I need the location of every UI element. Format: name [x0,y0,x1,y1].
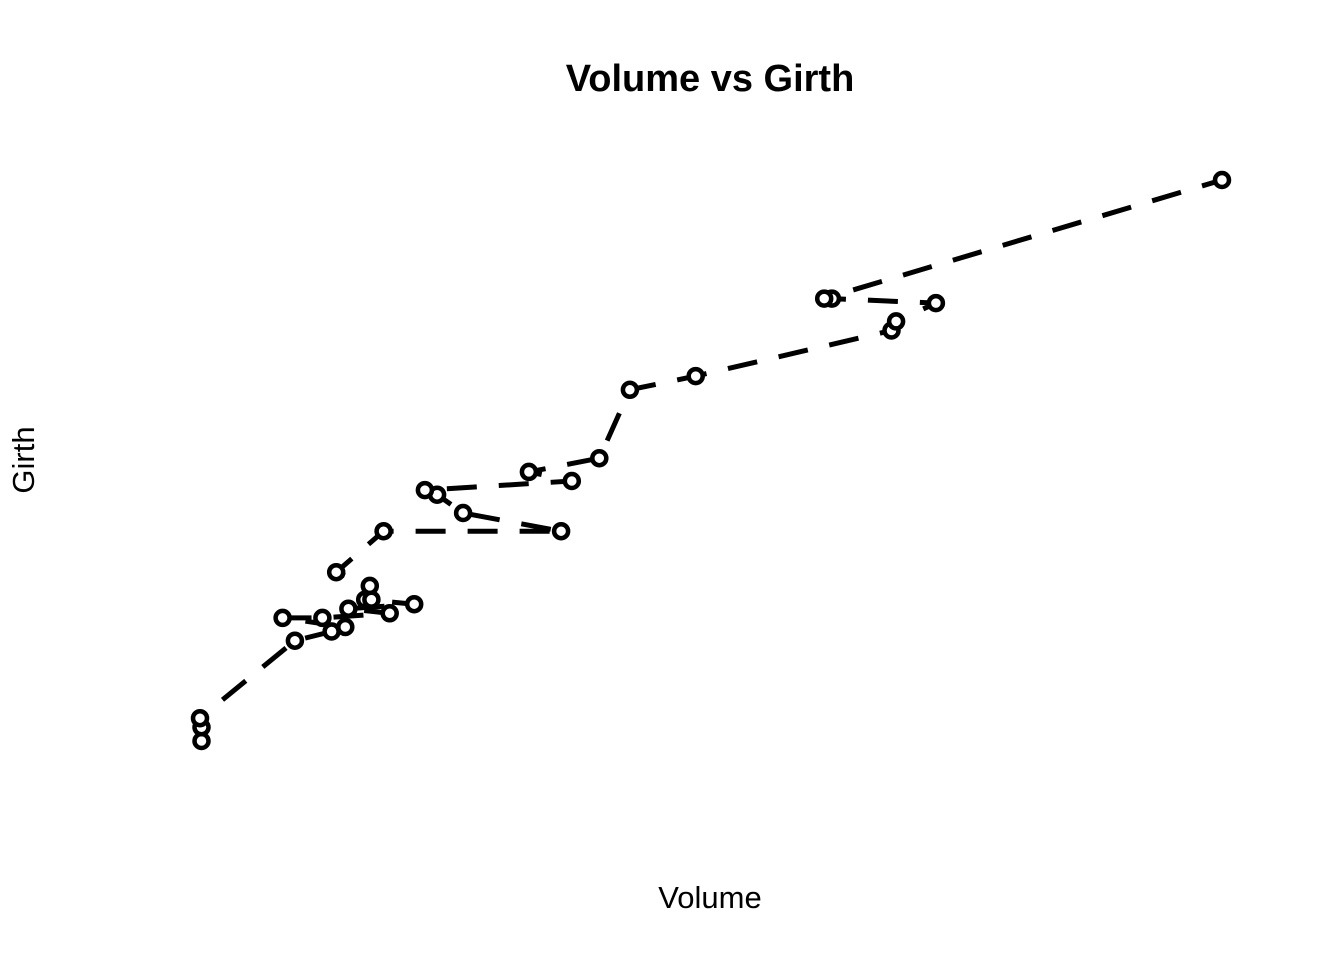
y-axis-label: Girth [6,426,41,494]
data-point [1212,170,1232,190]
data-point [926,293,946,313]
data-point [620,380,640,400]
data-point [415,480,435,500]
data-point [380,604,399,623]
x-axis-label: Volume [658,880,762,915]
data-points-layer [190,170,1232,751]
series-line-layer [197,177,1223,741]
data-point [404,594,424,614]
data-point [686,366,705,386]
data-point [339,599,358,618]
data-point [886,312,906,331]
data-point [273,608,292,628]
data-point [336,617,355,637]
data-point [814,289,834,308]
data-point [313,608,332,628]
data-point [285,631,305,650]
series-line [197,177,1223,741]
data-point [453,503,473,523]
data-point [590,448,609,468]
data-point [562,471,582,491]
data-point [326,562,346,582]
data-point [519,462,539,482]
data-point [360,576,380,596]
data-point [374,521,393,541]
data-point [190,708,210,728]
data-point [551,521,571,541]
